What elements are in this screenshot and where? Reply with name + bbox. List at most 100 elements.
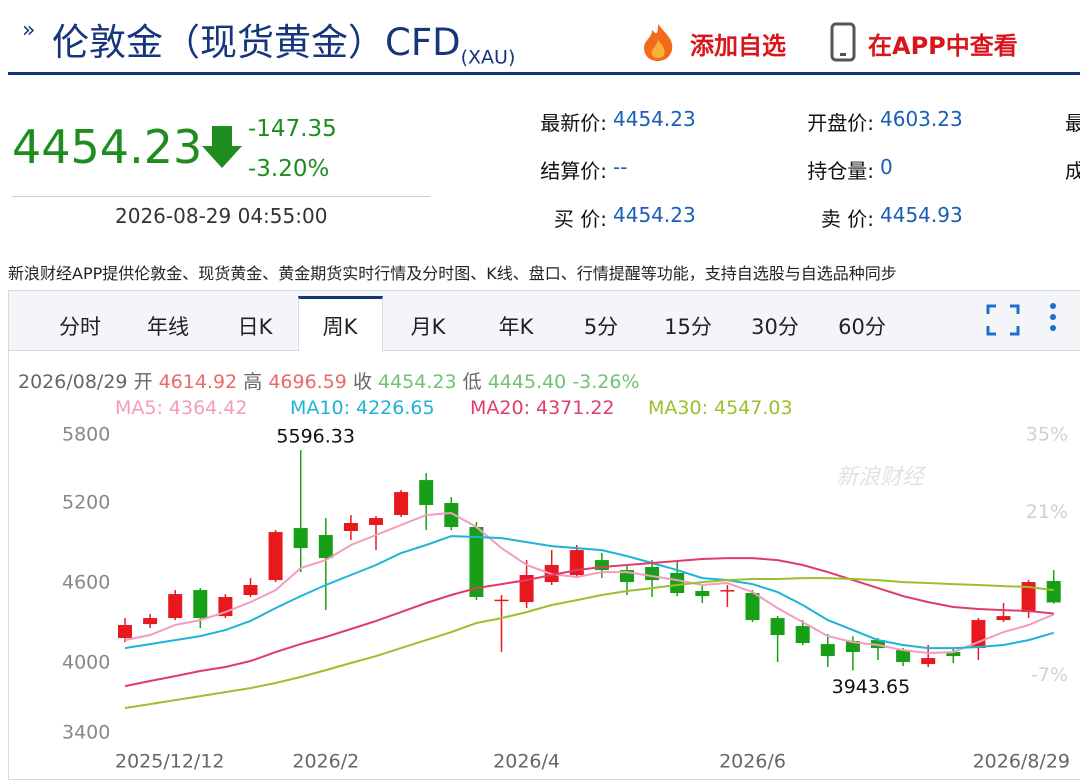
candle-body [1046, 581, 1061, 603]
field-value: 4454.93 [880, 203, 963, 227]
candle-body [369, 518, 383, 525]
field-value: 4454.23 [613, 107, 696, 131]
max-label: 5596.33 [276, 426, 355, 448]
y-tick-label: 3400 [62, 722, 110, 744]
info-label: 低 [462, 371, 482, 393]
candle-body [444, 503, 459, 527]
legend-entry: MA5: 4364.42 [115, 397, 248, 419]
x-tick-label: 2026/8/29 [973, 751, 1070, 772]
change-percent: -3.20% [248, 156, 330, 182]
candle-body [795, 626, 810, 643]
info-label: 开 [133, 371, 153, 393]
x-tick-label: 2026/2 [292, 751, 359, 772]
active-tab [298, 296, 383, 351]
watermark: 新浪财经 [836, 465, 926, 490]
y-tick-label: 4000 [62, 652, 110, 674]
legend-entry: MA10: 4226.65 [290, 397, 435, 419]
candle-body [996, 616, 1011, 621]
candle-body [921, 658, 936, 665]
candle-body [494, 599, 509, 602]
x-tick-label: 2025/12/12 [115, 751, 225, 772]
tab[interactable]: 30分 [751, 315, 799, 339]
info-high: 4696.59 [268, 371, 347, 393]
field-label: 最 [1065, 111, 1080, 135]
field-value: 4603.23 [880, 107, 963, 131]
field-label: 结算价: [540, 159, 607, 183]
candle-body [695, 591, 710, 597]
candle-body [343, 523, 358, 531]
open-app[interactable]: 在APP中查看 [868, 32, 1018, 60]
page-title: 伦敦金（现货黄金）CFD(XAU) [52, 12, 515, 68]
candle-body [946, 652, 961, 657]
tab[interactable]: 周K [322, 315, 358, 339]
field-value: 4454.23 [613, 203, 696, 227]
candle-body [519, 575, 534, 603]
fullscreen-icon[interactable] [986, 304, 1020, 336]
info-open: 4614.92 [158, 371, 238, 393]
y2-tick-label: 21% [1026, 501, 1068, 523]
x-tick-label: 2026/6 [719, 751, 786, 772]
phone-icon [830, 22, 856, 62]
field-label: 成 [1065, 159, 1080, 183]
tab[interactable]: 15分 [664, 315, 712, 339]
quote-time: 2026-08-29 04:55:00 [115, 204, 328, 228]
candle-body [594, 560, 609, 571]
tab-bar [9, 291, 1080, 351]
y-tick-label: 5200 [62, 492, 110, 514]
tab[interactable]: 年K [498, 315, 534, 339]
candle-body [469, 527, 484, 597]
tab[interactable]: 5分 [583, 315, 619, 339]
info-date: 2026/08/29 [18, 371, 128, 393]
candle-body [143, 618, 158, 625]
title-code: (XAU) [460, 46, 516, 69]
ma-line [124, 557, 1054, 688]
min-label: 3943.65 [832, 676, 911, 698]
down-arrow [202, 126, 242, 168]
tab[interactable]: 60分 [838, 315, 886, 339]
candle-body [770, 618, 785, 635]
change: -147.35 [248, 116, 337, 142]
y-tick-label: 5800 [62, 424, 110, 446]
candle-body [745, 593, 760, 621]
field-label: 卖 价: [820, 207, 874, 231]
tab[interactable]: 月K [410, 315, 446, 339]
legend-entry: MA30: 4547.03 [648, 397, 793, 419]
candle-body [820, 644, 835, 657]
candle-body [268, 532, 283, 581]
y-tick-label: 4600 [62, 572, 110, 594]
title-icon: » [22, 18, 36, 43]
candle-body [419, 480, 434, 505]
field-label: 持仓量: [807, 159, 874, 183]
field-label: 开盘价: [807, 111, 874, 135]
candle-body [318, 535, 333, 559]
more-icon[interactable] [1046, 300, 1060, 336]
candle-info: 2026/08/29 开 4614.92 高 4696.59 收 4454.23… [18, 367, 640, 394]
divider [12, 196, 430, 197]
legend-entry: MA20: 4371.22 [470, 397, 615, 419]
candle-body [1021, 582, 1036, 613]
candle-body [845, 641, 860, 653]
y2-tick-label: 35% [1026, 424, 1068, 446]
tab[interactable]: 分时 [59, 315, 101, 339]
ma-line [124, 511, 1055, 655]
tab[interactable]: 年线 [147, 315, 189, 339]
add-watchlist[interactable]: 添加自选 [690, 32, 786, 60]
info-low: 4445.40 [487, 371, 567, 393]
candle-body [243, 585, 258, 595]
candle-body [670, 573, 685, 593]
ma-line [124, 535, 1054, 650]
candle-body [293, 528, 308, 549]
field-label: 最新价: [540, 111, 607, 135]
price: 4454.23 [12, 120, 203, 174]
candle-body [168, 594, 183, 619]
candle-body [896, 650, 911, 663]
tab[interactable]: 日K [237, 315, 273, 339]
field-value: -- [613, 155, 628, 179]
candle-body [394, 492, 409, 515]
candle-body [118, 625, 132, 639]
header-rule [8, 72, 1080, 75]
fire-icon [644, 24, 673, 61]
candle-body [645, 567, 660, 581]
candle-body [193, 590, 208, 619]
